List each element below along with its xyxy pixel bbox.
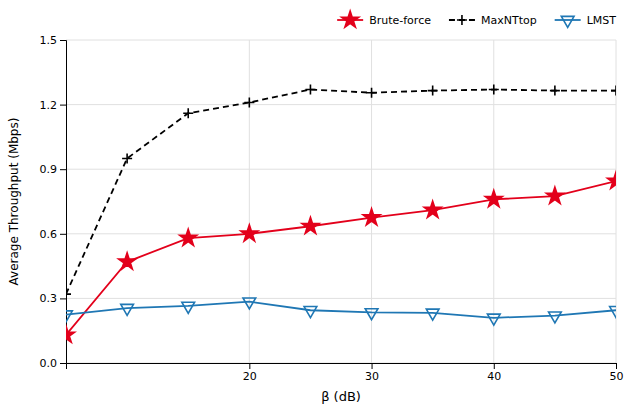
axis-line — [60, 41, 67, 364]
marker — [304, 307, 317, 318]
marker — [489, 85, 499, 95]
chart: 20 30 40 50 0.0 0.3 0.6 0.9 1.2 1.5 β (dB) Average … — [0, 0, 640, 413]
marker — [66, 289, 71, 299]
marker — [66, 326, 75, 342]
marker — [119, 253, 136, 269]
series — [66, 298, 616, 325]
tick-mark — [372, 363, 373, 369]
line — [66, 181, 616, 335]
marker — [302, 217, 319, 233]
marker — [607, 172, 616, 188]
legend-label: MaxNTtop — [481, 14, 537, 27]
tick-label: 0.0 — [40, 357, 58, 370]
legend-marker — [561, 16, 574, 27]
tick-mark — [60, 363, 66, 364]
x-axis-title: β (dB) — [321, 389, 361, 404]
marker — [550, 86, 560, 96]
tick-label: 1.2 — [40, 99, 58, 112]
tick-mark — [60, 169, 66, 170]
grid-line — [66, 298, 616, 299]
marker — [121, 304, 134, 315]
grid-line — [249, 40, 250, 363]
marker — [546, 187, 563, 203]
tick: 30 — [365, 363, 379, 383]
marker — [367, 88, 377, 98]
marker — [182, 302, 195, 313]
grid-line — [66, 233, 616, 234]
marker — [241, 225, 258, 241]
legend-item: Brute-force — [337, 11, 431, 27]
tick-mark — [60, 298, 66, 299]
tick: 0.9 — [40, 163, 67, 176]
y-axis: 0.0 0.3 0.6 0.9 1.2 1.5 — [40, 34, 67, 370]
grid — [66, 40, 616, 363]
marker — [487, 314, 500, 325]
tick-mark — [249, 363, 250, 369]
marker — [549, 312, 562, 323]
line — [66, 90, 616, 295]
series — [66, 85, 616, 300]
marker — [180, 229, 197, 245]
grid-line — [66, 104, 616, 105]
marker — [243, 298, 256, 309]
marker — [428, 86, 438, 96]
marker — [610, 307, 616, 318]
y-axis-title: Average Throughput (Mbps) — [7, 118, 21, 286]
series-group — [66, 85, 616, 343]
marker — [244, 97, 254, 107]
grid-line — [66, 169, 616, 170]
legend-label: LMST — [587, 14, 617, 27]
tick-mark — [60, 40, 66, 41]
legend-marker — [342, 11, 359, 27]
legend-item: MaxNTtop — [449, 14, 537, 27]
marker — [426, 309, 439, 320]
tick-mark — [60, 105, 66, 106]
marker — [122, 153, 132, 163]
marker — [611, 86, 616, 96]
tick-mark — [494, 363, 495, 369]
tick-label: 20 — [243, 370, 257, 383]
tick-mark — [616, 363, 617, 369]
marker — [365, 309, 378, 320]
tick-label: 0.3 — [40, 292, 58, 305]
marker — [183, 108, 193, 118]
tick: 1.2 — [40, 99, 67, 112]
tick-mark — [60, 234, 66, 235]
tick: 0.6 — [40, 228, 67, 241]
x-axis: 20 30 40 50 — [67, 363, 624, 383]
legend-item: LMST — [555, 14, 617, 27]
tick: 50 — [610, 363, 624, 383]
tick: 1.5 — [40, 34, 67, 47]
tick: 40 — [487, 363, 501, 383]
tick-label: 0.6 — [40, 228, 58, 241]
tick-label: 30 — [365, 370, 379, 383]
tick: 0.3 — [40, 292, 67, 305]
plot: 20 30 40 50 0.0 0.3 0.6 0.9 1.2 1.5 — [40, 34, 625, 383]
axis-line — [67, 364, 617, 370]
marker — [305, 85, 315, 95]
tick-label: 40 — [487, 370, 501, 383]
tick: 20 — [243, 363, 257, 383]
legend-label: Brute-force — [369, 14, 431, 27]
marker — [485, 190, 502, 206]
marker — [363, 209, 380, 225]
tick-label: 0.9 — [40, 163, 58, 176]
legend-swatch — [555, 19, 581, 21]
legend: Brute-force MaxNTtop LMST — [337, 11, 616, 27]
legend-marker — [457, 15, 467, 25]
grid-line — [66, 40, 616, 41]
marker — [424, 201, 441, 217]
marker — [66, 311, 72, 322]
series — [66, 172, 616, 342]
tick-label: 50 — [610, 370, 624, 383]
line — [66, 302, 616, 318]
tick: 0.0 — [40, 357, 67, 370]
tick-label: 1.5 — [40, 34, 58, 47]
